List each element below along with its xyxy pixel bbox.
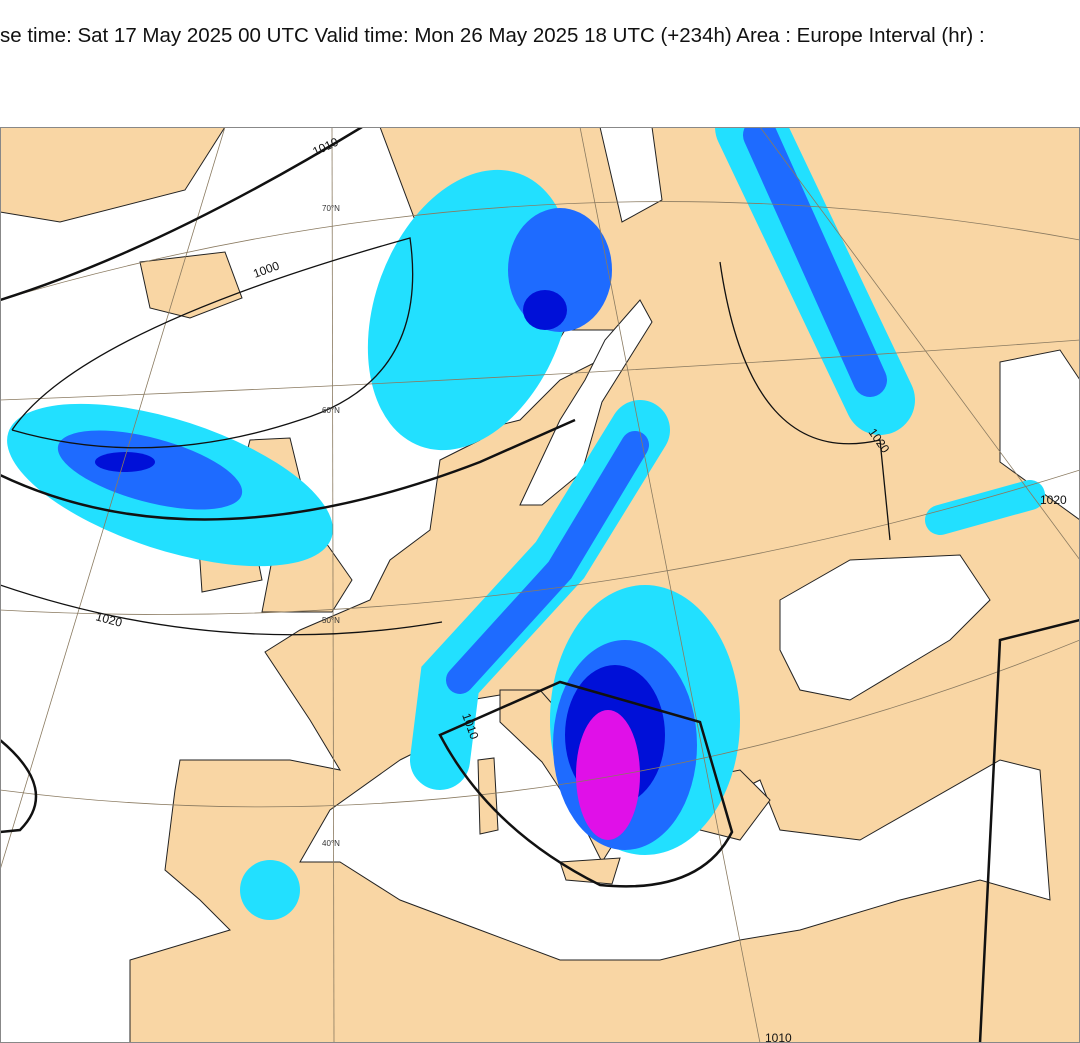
latitude-label: 60°N [322,406,340,415]
precipitation-shape [95,452,155,472]
isobar [0,127,1080,1043]
graticule-shape [331,127,335,1043]
isobar-label: 1020 [1040,493,1067,507]
graticule-shape [0,339,1080,401]
land-shape [0,127,226,223]
precipitation-shape [446,431,649,694]
graticule-shape [759,127,1080,561]
inland-sea-shape [999,349,1080,521]
isobar-shape [719,261,891,541]
isobar-shape [438,680,734,888]
isobar-label-group: 1010 1000 1020 1010 1020 1020 1010 [94,135,1067,1043]
isobar-label: 1010 [765,1031,792,1043]
precipitation-shape [743,127,887,397]
isobar-shape [11,237,414,449]
island-shape [477,757,499,835]
inland-sea-shape [599,127,663,223]
map: 1010 1000 1020 1010 1020 1020 1010 70°N … [0,127,1080,1043]
isobar-label: 1020 [94,609,124,630]
graticule [0,127,1080,1043]
precipitation-shape [240,860,300,920]
isobar-shape [0,127,363,302]
graticule-shape [0,201,1080,301]
precipitation-shape [57,430,243,510]
precipitation [7,127,1045,920]
header-title: se time: Sat 17 May 2025 00 UTC Valid ti… [0,24,985,47]
inland-sea-shape [779,554,991,701]
isobar-shape [978,618,1080,1043]
graticule-shape [0,639,1080,808]
latitude-label: 50°N [322,616,340,625]
precipitation-shape [523,290,567,330]
graticule-shape [579,127,761,1043]
isobar-shape [0,418,576,521]
precipitation-shape [576,710,640,840]
inland-sea-shape [519,299,653,506]
isobar-shape [0,739,38,834]
graticule-shape [0,469,1080,615]
latitude-label-group: 70°N 60°N 50°N 40°N [322,204,340,848]
graticule-shape [0,127,226,871]
island-shape [559,857,621,885]
isobar-shape [0,584,443,636]
precipitation-shape [925,480,1045,535]
latitude-label: 70°N [322,204,340,213]
latitude-label: 40°N [322,839,340,848]
